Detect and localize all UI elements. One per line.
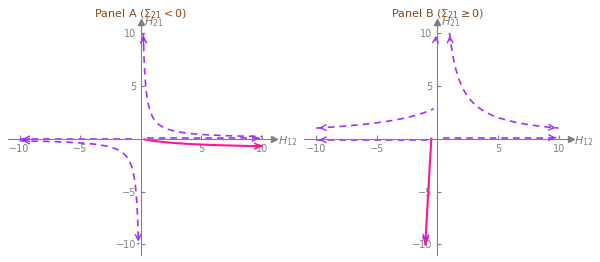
Text: $H_{21}$: $H_{21}$: [441, 15, 461, 29]
Text: $H_{21}$: $H_{21}$: [145, 15, 164, 29]
Text: $H_{12}$: $H_{12}$: [574, 134, 594, 148]
Title: Panel B $( \Sigma_{21} \geq 0 )$: Panel B $( \Sigma_{21} \geq 0 )$: [391, 7, 484, 20]
Text: $H_{12}$: $H_{12}$: [278, 134, 297, 148]
Title: Panel A $( \Sigma_{21} < 0 )$: Panel A $( \Sigma_{21} < 0 )$: [94, 7, 187, 20]
